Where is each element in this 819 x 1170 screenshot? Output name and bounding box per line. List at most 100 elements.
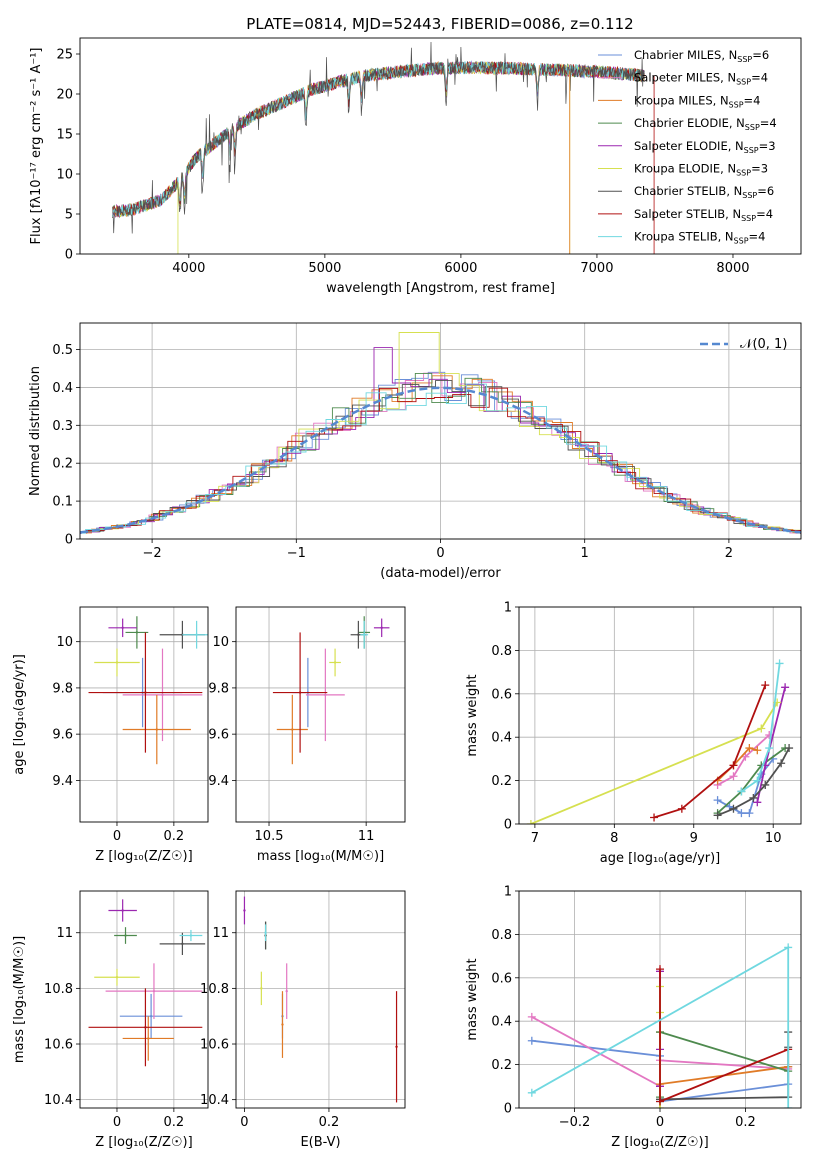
- x-tick-label: 0: [656, 1115, 664, 1130]
- data-point: [281, 1023, 284, 1026]
- data-point: [264, 931, 267, 934]
- series-marker: [785, 744, 794, 753]
- data-point: [161, 693, 164, 697]
- series-marker: [784, 1104, 793, 1108]
- series-marker: [741, 752, 750, 761]
- y-axis-label: age [log₁₀(age/yr)]: [12, 654, 27, 775]
- series-marker: [753, 798, 762, 807]
- y-tick-label: 0.2: [52, 457, 73, 472]
- plot-area: [80, 332, 801, 535]
- data-point: [155, 728, 158, 731]
- data-point: [135, 631, 139, 634]
- y-tick-label: 10.6: [200, 1038, 229, 1053]
- spectrum-line: [112, 41, 645, 234]
- y-tick-label: 10: [56, 635, 73, 650]
- data-point: [363, 633, 366, 636]
- data-point: [189, 934, 193, 937]
- data-point: [380, 626, 383, 630]
- data-point: [115, 976, 119, 979]
- data-point: [144, 691, 147, 694]
- x-axis-label: Z [log₁₀(Z/Z☉)]: [95, 1135, 192, 1150]
- series-marker: [745, 809, 754, 818]
- y-axis-label: mass [log₁₀(M/M☉)]: [12, 936, 27, 1063]
- series-marker: [526, 820, 535, 824]
- x-axis-label: wavelength [Angstrom, rest frame]: [326, 281, 555, 296]
- series-marker: [729, 761, 738, 770]
- legend-entry: Salpeter ELODIE, NSSP=3: [634, 139, 776, 155]
- y-tick-label: 10.4: [200, 1093, 229, 1108]
- x-tick-label: 6000: [444, 261, 477, 276]
- series-marker: [729, 804, 738, 813]
- series-marker: [527, 1036, 536, 1045]
- panel-massweight_vs_age: 7 8 9 10 0 0.2 0.4 0.6 0.8 1 age [log₁₀(age/yr)] ma…: [465, 601, 802, 866]
- y-tick-label: 15: [56, 128, 73, 143]
- series-marker: [761, 780, 770, 789]
- legend-entry: Kroupa ELODIE, NSSP=3: [634, 162, 768, 178]
- data-point: [181, 942, 184, 946]
- data-point: [333, 661, 337, 664]
- y-tick-label: 20: [56, 88, 73, 103]
- legend-entry: Chabrier STELIB, NSSP=6: [634, 184, 774, 200]
- x-tick-label: 2: [725, 546, 733, 561]
- series-marker: [713, 811, 722, 820]
- plot-area: [112, 41, 655, 254]
- data-point: [152, 989, 156, 993]
- panel-mass_vs_ebv: 0 0.2 10.4 10.6 10.8 11 E(B-V): [200, 890, 406, 1150]
- x-tick-label: 8000: [716, 261, 749, 276]
- y-tick-label: 11: [212, 926, 229, 941]
- y-tick-label: 10.4: [44, 1093, 73, 1108]
- x-tick-label: 0.2: [319, 1115, 340, 1130]
- x-tick-label: 0: [436, 546, 444, 561]
- series-marker: [713, 796, 722, 805]
- y-tick-label: 0.8: [491, 644, 512, 659]
- series-marker: [753, 776, 762, 785]
- data-point: [243, 909, 246, 912]
- x-tick-label: 0: [113, 829, 121, 844]
- x-tick-label: −2: [143, 546, 162, 561]
- y-tick-label: 0: [504, 818, 512, 833]
- y-tick-label: 0.4: [491, 1015, 512, 1030]
- series-line: [716, 747, 786, 814]
- x-tick-label: 0.2: [735, 1115, 756, 1130]
- legend-entry: Chabrier ELODIE, NSSP=4: [634, 116, 777, 132]
- x-tick-label: 10.5: [255, 829, 284, 844]
- plot-area: [526, 659, 794, 824]
- axes-frame: [518, 606, 802, 825]
- panel-age_vs_mass: 10.5 11 9.4 9.6 9.8 10 mass [log₁₀(M/M☉)]: [208, 606, 406, 864]
- y-tick-label: 10.8: [44, 982, 73, 997]
- plot-area: [88, 899, 206, 1067]
- series-marker: [729, 772, 738, 781]
- legend-entry: Kroupa MILES, NSSP=4: [634, 93, 760, 109]
- data-point: [115, 661, 119, 664]
- x-tick-label: 0: [113, 1115, 121, 1130]
- axes-frame: [235, 890, 406, 1109]
- x-tick-label: 7: [531, 831, 539, 846]
- y-tick-label: 9.4: [52, 774, 73, 789]
- series-marker: [650, 813, 659, 822]
- data-point: [124, 934, 127, 937]
- data-point: [291, 728, 294, 731]
- y-tick-label: 0.6: [491, 971, 512, 986]
- legend-entry: Salpeter STELIB, NSSP=4: [634, 207, 773, 223]
- x-tick-label: 0.2: [164, 829, 185, 844]
- axes-frame: [79, 322, 802, 540]
- series-marker: [656, 1097, 664, 1106]
- data-point: [144, 1026, 147, 1029]
- y-tick-label: 9.6: [52, 728, 73, 743]
- legend: 𝒩(0, 1): [700, 337, 787, 352]
- normal-curve: [80, 386, 801, 534]
- plot-area: [243, 896, 398, 1103]
- data-point: [195, 633, 198, 636]
- series-line: [717, 734, 770, 786]
- spectrum-line: [112, 61, 645, 218]
- y-tick-label: 11: [56, 926, 73, 941]
- histogram-step: [80, 375, 801, 534]
- data-point: [147, 1037, 150, 1040]
- y-tick-label: 0.3: [52, 419, 73, 434]
- y-tick-label: 0.2: [491, 774, 512, 789]
- axes-frame: [235, 606, 406, 823]
- y-tick-label: 25: [56, 48, 73, 63]
- data-point: [324, 693, 327, 697]
- series-marker: [753, 746, 762, 755]
